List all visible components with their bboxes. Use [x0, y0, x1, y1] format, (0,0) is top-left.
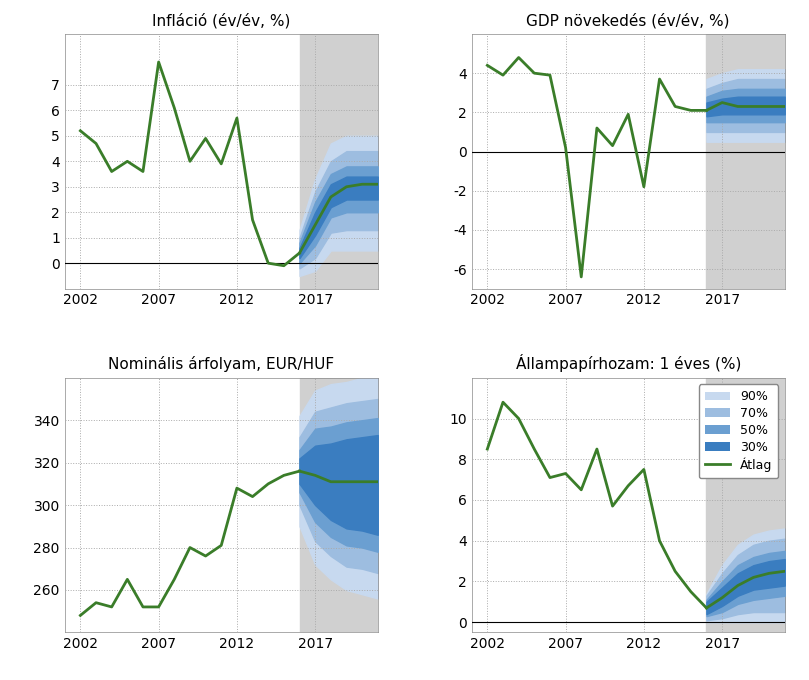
- Title: Nominális árfolyam, EUR/HUF: Nominális árfolyam, EUR/HUF: [108, 356, 334, 373]
- Bar: [299, 34, 378, 288]
- Title: Állampapírhozam: 1 éves (%): Állampapírhozam: 1 éves (%): [515, 354, 741, 373]
- Bar: [706, 378, 785, 632]
- Bar: [706, 34, 785, 288]
- Title: GDP növekedés (év/év, %): GDP növekedés (év/év, %): [527, 13, 730, 29]
- Title: Infláció (év/év, %): Infláció (év/év, %): [152, 13, 290, 29]
- Legend: 90%, 70%, 50%, 30%, Átlag: 90%, 70%, 50%, 30%, Átlag: [699, 384, 778, 478]
- Bar: [299, 378, 378, 632]
